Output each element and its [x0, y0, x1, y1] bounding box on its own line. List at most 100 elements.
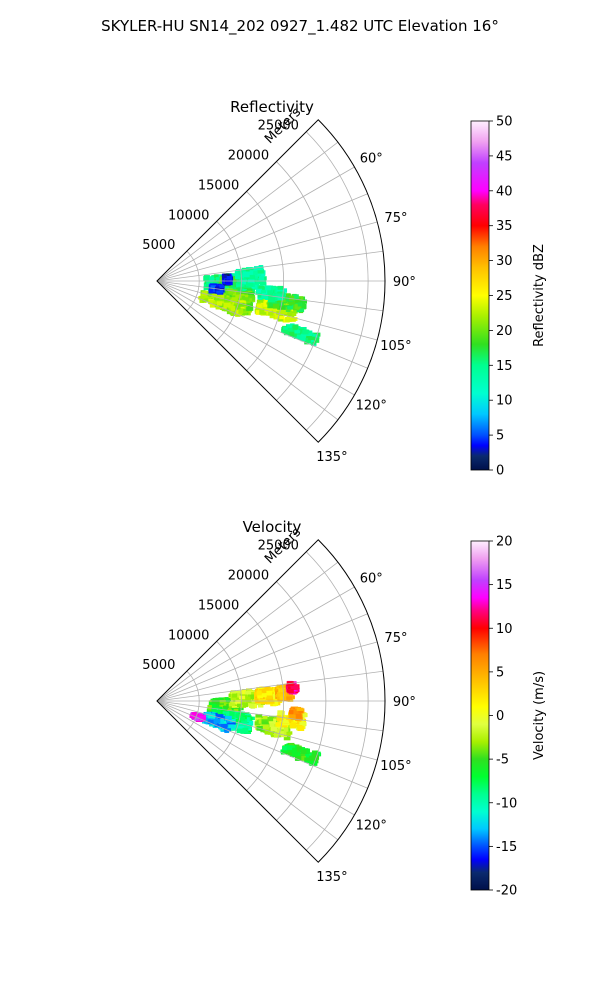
echo-gate: [283, 293, 291, 297]
echo-gate: [244, 725, 252, 729]
echo-gate: [228, 702, 235, 707]
echo-gate: [245, 691, 252, 695]
echo-gate: [209, 276, 215, 282]
echo-gate: [283, 295, 289, 299]
echo-gate: [295, 713, 302, 719]
echo-gate: [261, 294, 269, 299]
echo-gate: [258, 285, 265, 291]
azimuth-spoke: [156, 670, 384, 702]
azimuth-spoke: [156, 700, 378, 761]
echo-gate: [299, 299, 308, 304]
azimuth-spoke: [156, 193, 368, 282]
echo-gate: [286, 696, 293, 700]
echo-gate: [295, 298, 301, 304]
echo-gate: [260, 700, 268, 705]
echo-gate: [266, 690, 273, 696]
echo-gate: [253, 270, 258, 276]
echo-gate: [257, 702, 264, 708]
echo-gate: [246, 306, 254, 311]
azimuth-spoke: [156, 586, 355, 702]
echo-gate: [290, 308, 298, 314]
echo-gate: [278, 693, 285, 697]
echo-gate: [225, 279, 230, 284]
echo-gate: [242, 308, 250, 312]
theta-tick-label: 105°: [380, 339, 411, 354]
echo-gate: [294, 304, 301, 310]
echo-gate: [213, 284, 219, 289]
echo-gate: [273, 732, 280, 738]
echo-gate: [298, 328, 305, 332]
echo-gate: [298, 334, 306, 340]
echo-gate: [276, 288, 284, 292]
echo-gate: [213, 703, 220, 708]
echo-gate: [282, 745, 287, 751]
echo-gate: [300, 750, 307, 755]
echo-gate: [282, 685, 289, 690]
theta-tick-label: 75°: [384, 211, 407, 226]
r-tick-label: 10000: [168, 208, 209, 223]
echo-gate: [199, 298, 204, 303]
echo-gate: [283, 732, 291, 736]
echo-gate: [259, 281, 267, 286]
echo-gate: [217, 723, 224, 728]
echo-gate: [263, 302, 269, 307]
echo-gate: [269, 307, 276, 312]
echo-gate: [312, 337, 320, 343]
echo-gate: [301, 756, 306, 761]
echo-gate: [297, 302, 303, 307]
azimuth-spoke: [156, 280, 355, 396]
echo-gate: [305, 748, 310, 754]
echo-gate: [296, 334, 302, 339]
echo-gate: [208, 702, 217, 708]
echo-gate: [261, 724, 269, 730]
colorbar-tick-label: 5: [496, 429, 504, 444]
echo-gate: [270, 729, 278, 734]
echo-gate: [261, 289, 266, 294]
echo-gate: [228, 707, 234, 712]
echo-gate: [289, 714, 295, 719]
colorbar-label: Reflectivity dBZ: [532, 244, 547, 347]
colorbar-tick-label: 25: [496, 289, 513, 304]
echo-gate: [221, 723, 228, 729]
echo-gate: [308, 760, 316, 765]
echo-gate: [285, 324, 291, 329]
echo-gate: [288, 318, 296, 322]
echo-gate: [214, 710, 221, 715]
echo-gate: [230, 305, 236, 311]
r-tick-label: 15000: [198, 178, 239, 193]
echo-gate: [242, 271, 250, 277]
echo-gate: [249, 274, 255, 280]
echo-gate: [233, 302, 240, 307]
echo-gate: [258, 276, 265, 281]
theta-tick-label: 75°: [384, 631, 407, 646]
echo-gate: [282, 714, 290, 720]
colorbar-tick-label: 0: [496, 709, 504, 724]
echo-gate: [224, 297, 231, 302]
echo-gate: [284, 747, 292, 753]
echo-gate: [276, 684, 281, 690]
echo-gate: [279, 696, 285, 700]
echo-layer: [189, 680, 322, 766]
azimuth-spoke: [156, 280, 378, 341]
colorbar-tick-label: -10: [496, 796, 517, 811]
echo-gate: [231, 297, 238, 302]
echo-gate: [277, 285, 284, 290]
echo-gate: [304, 757, 312, 762]
echo-gate: [279, 685, 285, 689]
echo-gate: [217, 301, 223, 306]
echo-gate: [278, 716, 286, 721]
echo-gate: [211, 280, 216, 285]
colorbar-tick-label: -5: [496, 753, 509, 768]
echo-gate: [292, 747, 297, 753]
echo-gate: [253, 266, 261, 271]
echo-gate: [281, 749, 288, 754]
echo-gate: [255, 713, 263, 718]
r-tick-label: 5000: [142, 658, 175, 673]
echo-gate: [299, 722, 307, 727]
colorbar-tick-label: -15: [496, 840, 517, 855]
echo-gate: [223, 302, 231, 308]
echo-gate: [267, 700, 275, 704]
echo-gate: [247, 303, 253, 308]
echo-gate: [289, 332, 295, 336]
echo-gate: [230, 273, 236, 278]
